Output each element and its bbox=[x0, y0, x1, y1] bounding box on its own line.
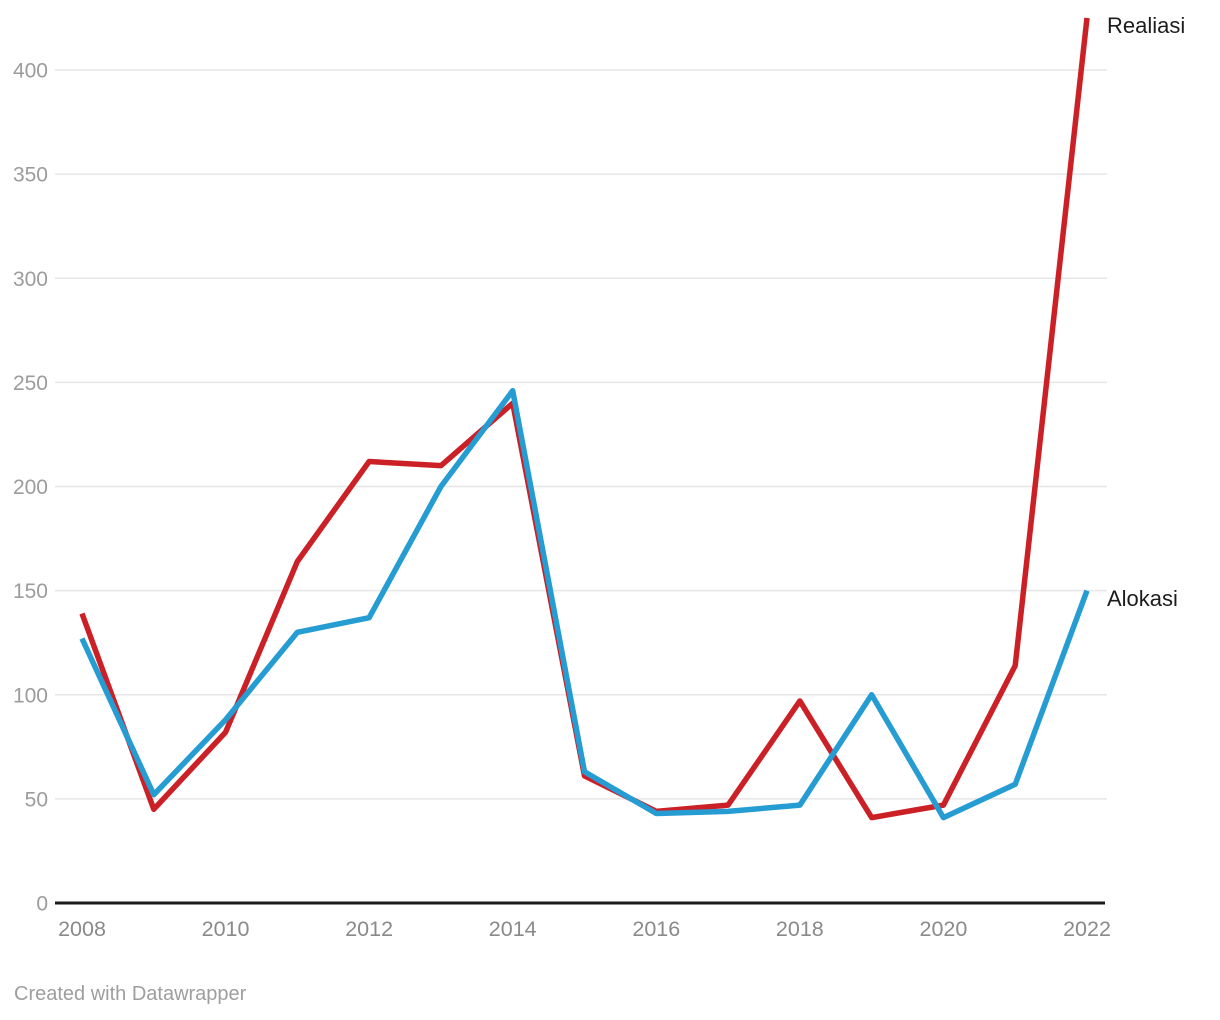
series-label-alokasi: Alokasi bbox=[1107, 585, 1178, 611]
y-tick-label: 50 bbox=[25, 788, 48, 811]
datawrapper-attribution: Created with Datawrapper bbox=[14, 983, 247, 1005]
series-line-realiasi bbox=[79, 17, 1090, 821]
x-tick-label: 2008 bbox=[58, 917, 106, 941]
y-tick-label: 150 bbox=[13, 580, 48, 603]
x-tick-label: 2010 bbox=[202, 917, 250, 941]
x-tick-label: 2014 bbox=[489, 917, 537, 941]
x-tick-label: 2022 bbox=[1063, 917, 1111, 941]
series-label-realiasi: Realiasi bbox=[1107, 12, 1186, 38]
y-tick-label: 250 bbox=[13, 372, 48, 395]
x-tick-label: 2012 bbox=[345, 917, 393, 941]
series-line-alokasi bbox=[79, 387, 1090, 821]
y-tick-label: 0 bbox=[36, 893, 48, 916]
y-tick-label: 100 bbox=[13, 684, 48, 707]
y-tick-label: 200 bbox=[13, 476, 48, 499]
chart-canvas: 0 50 100 150 200 250 300 350 400 2008 2010 2012 2014… bbox=[13, 17, 1111, 941]
x-tick-label: 2020 bbox=[920, 917, 968, 941]
y-tick-label: 400 bbox=[13, 60, 48, 83]
x-tick-label: 2016 bbox=[632, 917, 680, 941]
y-tick-label: 300 bbox=[13, 268, 48, 291]
y-tick-label: 350 bbox=[13, 164, 48, 187]
x-tick-label: 2018 bbox=[776, 917, 824, 941]
